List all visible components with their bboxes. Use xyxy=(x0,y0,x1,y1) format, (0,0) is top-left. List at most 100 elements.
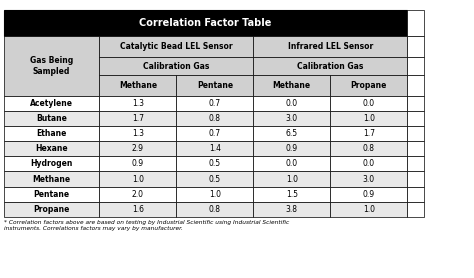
Text: 1.4: 1.4 xyxy=(209,144,221,153)
Text: 1.7: 1.7 xyxy=(132,114,144,123)
Text: 0.0: 0.0 xyxy=(363,99,375,108)
Text: Ethane: Ethane xyxy=(36,129,67,138)
Bar xyxy=(330,75,407,96)
Text: 1.3: 1.3 xyxy=(132,129,144,138)
Bar xyxy=(253,96,330,111)
Text: 0.5: 0.5 xyxy=(209,175,221,183)
Text: 2.9: 2.9 xyxy=(132,144,144,153)
Text: Infrared LEL Sensor: Infrared LEL Sensor xyxy=(288,42,373,51)
Bar xyxy=(407,141,424,156)
Bar xyxy=(4,202,100,217)
Text: 1.6: 1.6 xyxy=(132,205,144,214)
Text: 0.8: 0.8 xyxy=(209,114,221,123)
Bar xyxy=(253,126,330,141)
Text: 1.0: 1.0 xyxy=(286,175,298,183)
Text: Catalytic Bead LEL Sensor: Catalytic Bead LEL Sensor xyxy=(120,42,233,51)
Text: 1.0: 1.0 xyxy=(132,175,144,183)
Text: 0.8: 0.8 xyxy=(363,144,375,153)
Text: 1.5: 1.5 xyxy=(286,190,298,199)
Text: 6.5: 6.5 xyxy=(286,129,298,138)
Text: 0.5: 0.5 xyxy=(209,160,221,168)
Bar xyxy=(176,96,253,111)
Bar xyxy=(330,141,407,156)
Text: 0.9: 0.9 xyxy=(132,160,144,168)
Text: Methane: Methane xyxy=(119,81,157,90)
Text: Methane: Methane xyxy=(33,175,71,183)
Bar xyxy=(407,187,424,202)
Bar xyxy=(330,126,407,141)
Text: 0.0: 0.0 xyxy=(286,160,298,168)
Text: 0.7: 0.7 xyxy=(209,99,221,108)
Bar xyxy=(176,202,253,217)
Bar xyxy=(253,57,407,75)
Text: * Correlation factors above are based on testing by Industrial Scientific using : * Correlation factors above are based on… xyxy=(4,220,289,231)
Text: 0.7: 0.7 xyxy=(209,129,221,138)
Bar xyxy=(4,96,100,111)
Bar xyxy=(330,187,407,202)
Bar xyxy=(407,75,424,96)
Bar xyxy=(253,156,330,172)
Text: 1.7: 1.7 xyxy=(363,129,375,138)
Text: 3.0: 3.0 xyxy=(286,114,298,123)
Bar xyxy=(407,10,424,36)
Bar xyxy=(330,156,407,172)
Text: 3.8: 3.8 xyxy=(286,205,298,214)
Bar xyxy=(100,172,176,187)
Bar xyxy=(100,57,253,75)
Bar xyxy=(253,141,330,156)
Bar xyxy=(330,172,407,187)
Bar xyxy=(330,202,407,217)
Text: Propane: Propane xyxy=(351,81,387,90)
Bar xyxy=(176,75,253,96)
Bar xyxy=(4,111,100,126)
Bar xyxy=(100,202,176,217)
Text: Calibration Gas: Calibration Gas xyxy=(297,61,364,71)
Text: 3.0: 3.0 xyxy=(363,175,375,183)
Bar xyxy=(4,156,100,172)
Bar xyxy=(4,141,100,156)
Bar xyxy=(100,36,253,57)
Bar xyxy=(100,156,176,172)
Text: Calibration Gas: Calibration Gas xyxy=(143,61,210,71)
Bar xyxy=(176,126,253,141)
Bar xyxy=(4,187,100,202)
Text: 1.3: 1.3 xyxy=(132,99,144,108)
Bar xyxy=(253,172,330,187)
Text: Pentane: Pentane xyxy=(34,190,70,199)
Bar xyxy=(100,111,176,126)
Text: Hydrogen: Hydrogen xyxy=(30,160,73,168)
Text: Butane: Butane xyxy=(36,114,67,123)
Text: 2.0: 2.0 xyxy=(132,190,144,199)
Text: Gas Being
Sampled: Gas Being Sampled xyxy=(30,56,73,76)
Text: 0.8: 0.8 xyxy=(209,205,221,214)
Bar xyxy=(407,172,424,187)
Bar xyxy=(4,10,407,36)
Bar xyxy=(100,96,176,111)
Text: 0.0: 0.0 xyxy=(363,160,375,168)
Text: 1.0: 1.0 xyxy=(363,205,375,214)
Bar xyxy=(330,96,407,111)
Bar xyxy=(407,111,424,126)
Bar xyxy=(407,36,424,57)
Text: Propane: Propane xyxy=(33,205,70,214)
Bar xyxy=(100,141,176,156)
Bar xyxy=(4,172,100,187)
Text: 0.0: 0.0 xyxy=(286,99,298,108)
Bar xyxy=(4,126,100,141)
Bar xyxy=(253,36,407,57)
Text: Pentane: Pentane xyxy=(197,81,233,90)
Bar xyxy=(253,187,330,202)
Text: 1.0: 1.0 xyxy=(209,190,221,199)
Bar xyxy=(407,96,424,111)
Bar xyxy=(330,111,407,126)
Bar xyxy=(253,202,330,217)
Bar xyxy=(407,202,424,217)
Text: Hexane: Hexane xyxy=(35,144,68,153)
Bar xyxy=(407,156,424,172)
Text: 0.9: 0.9 xyxy=(286,144,298,153)
Bar xyxy=(176,187,253,202)
Text: Correlation Factor Table: Correlation Factor Table xyxy=(139,18,272,28)
Bar xyxy=(176,156,253,172)
Bar xyxy=(407,126,424,141)
Bar xyxy=(100,187,176,202)
